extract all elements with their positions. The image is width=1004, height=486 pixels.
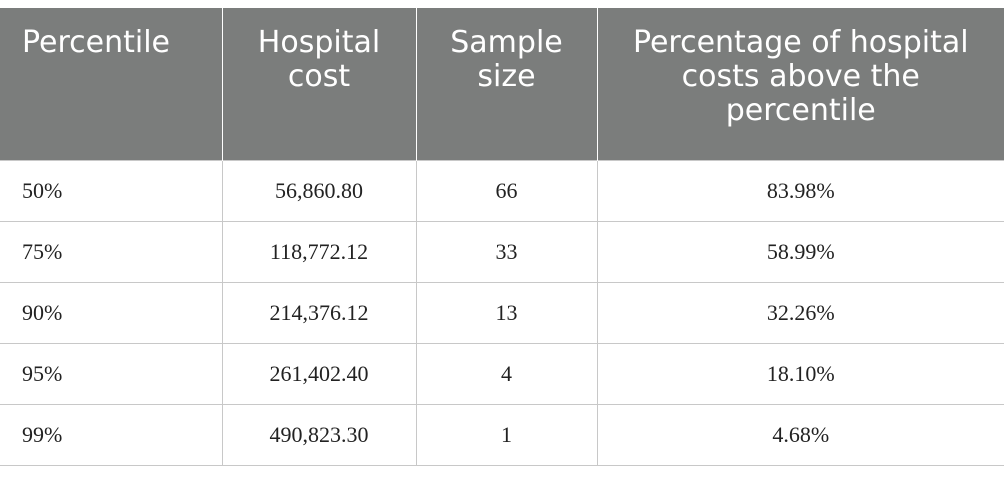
header-row: Percentile Hospital cost Sample size Per… xyxy=(0,8,1004,160)
cell-sample-size: 1 xyxy=(415,403,598,466)
cell-hospital-cost: 261,402.40 xyxy=(221,342,417,405)
cell-percentage-above: 83.98% xyxy=(596,159,1004,222)
cell-sample-size: 4 xyxy=(415,342,598,405)
cell-percentage-above: 18.10% xyxy=(596,342,1004,405)
cell-percentile: 95% xyxy=(0,342,223,405)
cell-hospital-cost: 118,772.12 xyxy=(221,220,417,283)
table-header: Percentile Hospital cost Sample size Per… xyxy=(0,8,1004,160)
header-percentage-above: Percentage of hospital costs above the p… xyxy=(596,8,1004,160)
data-table-container: Percentile Hospital cost Sample size Per… xyxy=(0,8,1004,466)
header-hospital-cost: Hospital cost xyxy=(221,8,417,160)
cell-percentage-above: 32.26% xyxy=(596,281,1004,344)
table-body: 50% 56,860.80 66 83.98% 75% 118,772.12 3… xyxy=(0,159,1004,466)
cell-hospital-cost: 490,823.30 xyxy=(221,403,417,466)
header-sample-size: Sample size xyxy=(415,8,598,160)
table-row: 50% 56,860.80 66 83.98% xyxy=(0,159,1004,222)
cell-percentage-above: 58.99% xyxy=(596,220,1004,283)
cell-hospital-cost: 56,860.80 xyxy=(221,159,417,222)
cell-sample-size: 66 xyxy=(415,159,598,222)
table-row: 99% 490,823.30 1 4.68% xyxy=(0,403,1004,466)
cell-sample-size: 33 xyxy=(415,220,598,283)
percentile-cost-table: Percentile Hospital cost Sample size Per… xyxy=(0,8,1004,466)
cell-hospital-cost: 214,376.12 xyxy=(221,281,417,344)
cell-percentile: 90% xyxy=(0,281,223,344)
cell-percentile: 75% xyxy=(0,220,223,283)
cell-percentile: 50% xyxy=(0,159,223,222)
table-row: 90% 214,376.12 13 32.26% xyxy=(0,281,1004,344)
cell-percentage-above: 4.68% xyxy=(596,403,1004,466)
cell-sample-size: 13 xyxy=(415,281,598,344)
table-row: 75% 118,772.12 33 58.99% xyxy=(0,220,1004,283)
cell-percentile: 99% xyxy=(0,403,223,466)
table-row: 95% 261,402.40 4 18.10% xyxy=(0,342,1004,405)
header-percentile: Percentile xyxy=(0,8,223,160)
